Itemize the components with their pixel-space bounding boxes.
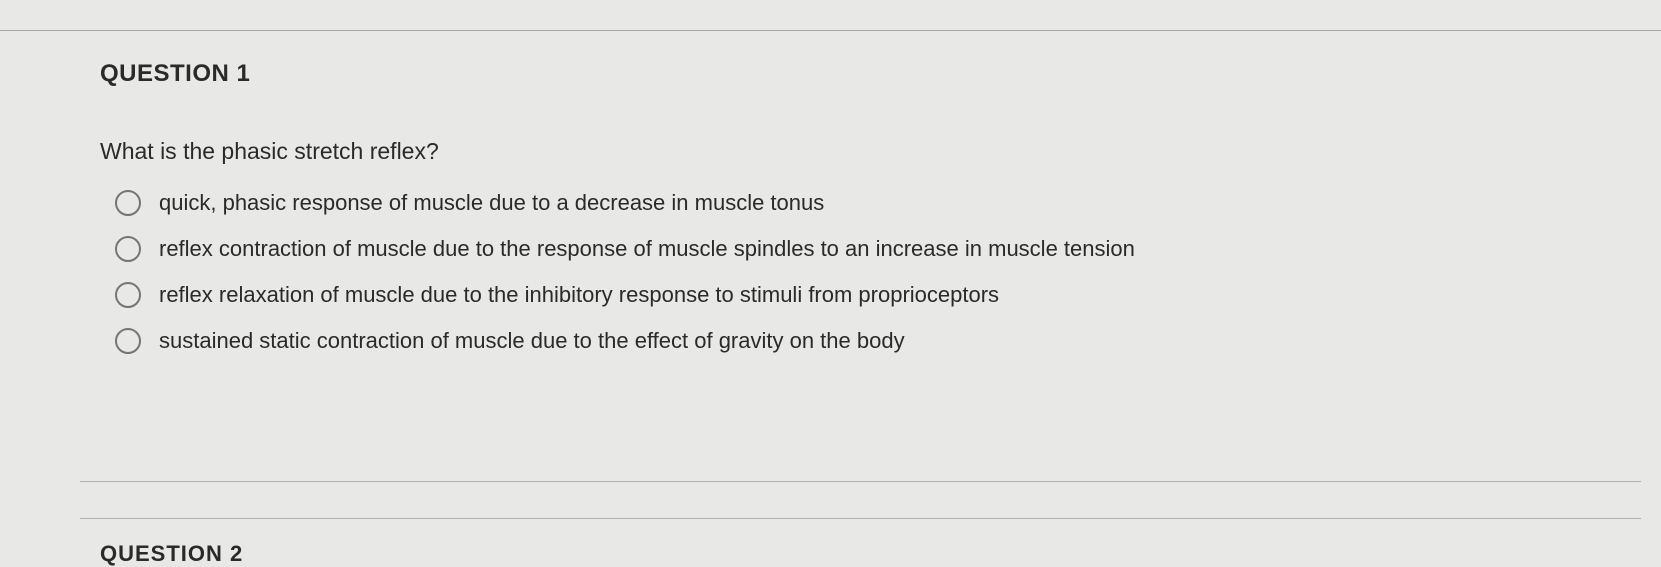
question-container: QUESTION 1 What is the phasic stretch re… — [0, 0, 1661, 404]
section-divider — [80, 518, 1641, 519]
question-heading: QUESTION 1 — [100, 60, 1581, 88]
option-text: sustained static contraction of muscle d… — [159, 328, 905, 354]
option-text: quick, phasic response of muscle due to … — [159, 190, 824, 216]
option-text: reflex contraction of muscle due to the … — [159, 236, 1135, 262]
radio-icon[interactable] — [115, 236, 141, 262]
radio-icon[interactable] — [115, 282, 141, 308]
section-divider — [80, 481, 1641, 482]
option-row[interactable]: reflex relaxation of muscle due to the i… — [115, 282, 1581, 308]
option-row[interactable]: sustained static contraction of muscle d… — [115, 328, 1581, 354]
radio-icon[interactable] — [115, 190, 141, 216]
option-text: reflex relaxation of muscle due to the i… — [159, 282, 999, 308]
next-question-heading: QUESTION 2 — [100, 541, 243, 567]
top-divider — [0, 30, 1661, 31]
radio-icon[interactable] — [115, 328, 141, 354]
question-prompt: What is the phasic stretch reflex? — [100, 138, 1581, 165]
options-list: quick, phasic response of muscle due to … — [100, 190, 1581, 354]
option-row[interactable]: reflex contraction of muscle due to the … — [115, 236, 1581, 262]
option-row[interactable]: quick, phasic response of muscle due to … — [115, 190, 1581, 216]
